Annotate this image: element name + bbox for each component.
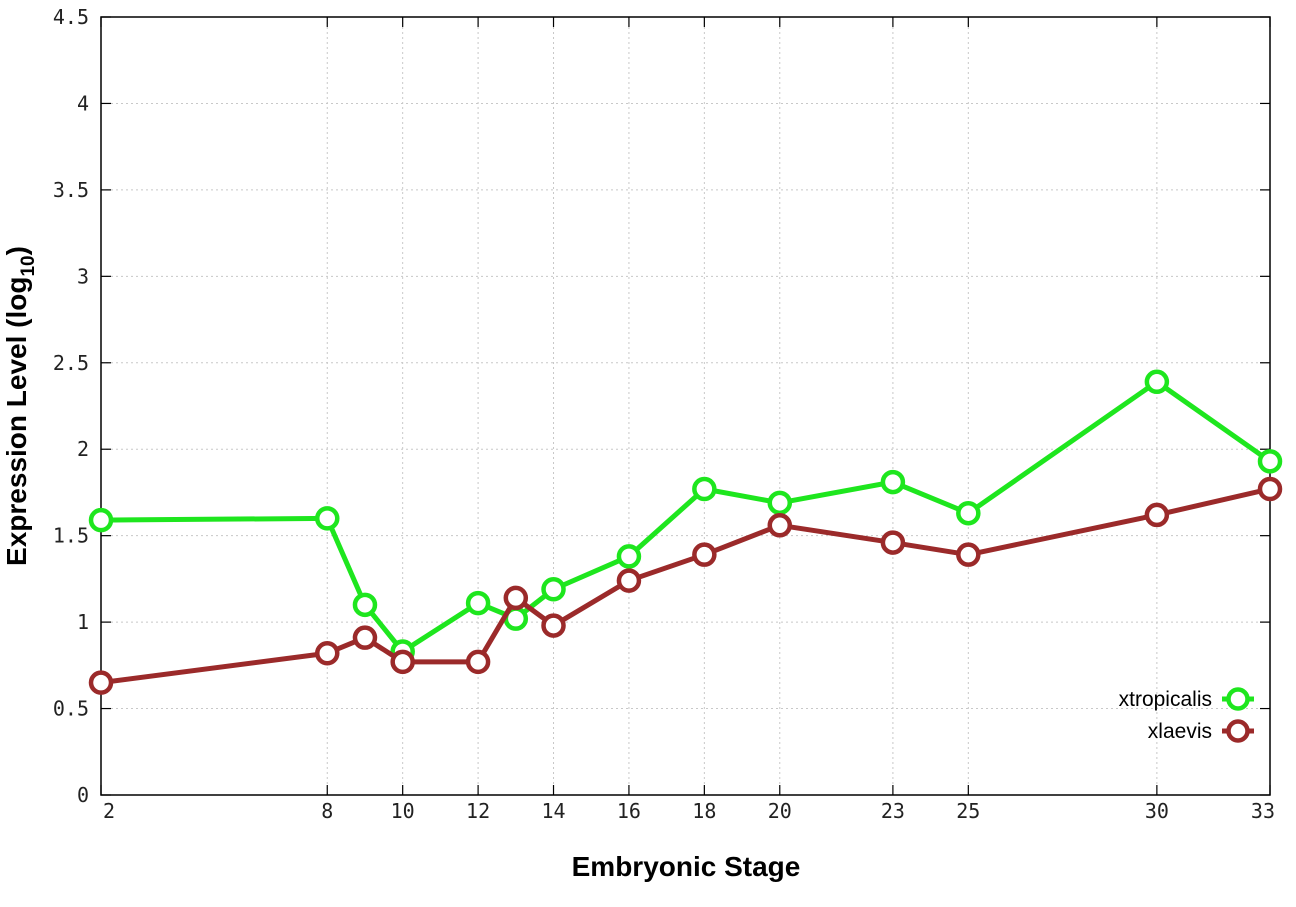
data-point-xtropicalis	[1144, 369, 1170, 395]
data-point-xlaevis	[956, 542, 981, 567]
x-tick-label: 30	[1145, 799, 1169, 823]
plot-frame	[100, 16, 1271, 796]
data-point-xlaevis	[88, 670, 114, 695]
legend-item-xlaevis: xlaevis	[1148, 719, 1254, 743]
data-point-xtropicalis	[1257, 449, 1283, 474]
data-point-xtropicalis	[352, 592, 378, 618]
x-tick-label: 10	[391, 799, 415, 823]
data-point-xlaevis	[692, 542, 717, 567]
x-tick-label: 14	[541, 799, 565, 823]
x-tick-label: 18	[692, 799, 716, 823]
y-tick-label: 0	[77, 783, 89, 807]
x-tick-label: 25	[956, 799, 980, 823]
y-axis-title-close: )	[1, 246, 32, 255]
y-tick-label: 2	[77, 437, 89, 461]
data-point-xtropicalis	[767, 490, 793, 516]
data-point-xtropicalis	[956, 500, 981, 526]
y-axis-title-main: Expression Level (log	[1, 277, 32, 566]
series-xtropicalis	[88, 369, 1283, 664]
data-point-xtropicalis	[88, 507, 114, 533]
tick-labels: 0 0.5 1 1.5 2 2.5 3 3.5 4 4.5 2 8 10 12 14 16 18 20 23 25 30…	[53, 5, 1275, 823]
x-tick-label: 33	[1251, 799, 1275, 823]
data-point-xlaevis	[503, 585, 529, 611]
series-line-xtropicalis	[100, 379, 1272, 655]
y-axis-title-subscript: 10	[18, 255, 39, 276]
axis-ticks	[100, 16, 1271, 796]
data-point-xtropicalis	[880, 469, 906, 495]
data-point-xlaevis	[541, 613, 566, 638]
x-axis-title: Embryonic Stage	[572, 851, 801, 882]
x-tick-label: 2	[103, 799, 115, 823]
data-point-xtropicalis	[692, 476, 717, 502]
data-point-xlaevis	[1144, 502, 1170, 528]
data-point-xlaevis	[390, 649, 415, 675]
data-point-xlaevis	[880, 530, 906, 555]
legend-swatch-marker	[1226, 687, 1250, 711]
y-tick-label: 1.5	[53, 524, 89, 548]
data-point-xlaevis	[315, 640, 340, 666]
legend-label-xtropicalis: xtropicalis	[1119, 688, 1212, 711]
x-tick-label: 16	[617, 799, 641, 823]
y-tick-label: 1	[77, 610, 89, 634]
data-point-xlaevis	[1257, 476, 1283, 502]
y-tick-label: 4.5	[53, 5, 89, 29]
y-tick-label: 3.5	[53, 178, 89, 202]
legend: xtropicalis xlaevis	[1119, 687, 1254, 743]
data-point-xlaevis	[352, 625, 378, 650]
x-tick-label: 8	[321, 799, 333, 823]
data-point-xlaevis	[767, 513, 793, 538]
data-point-xtropicalis	[616, 544, 642, 569]
x-tick-label: 20	[768, 799, 792, 823]
data-point-xtropicalis	[541, 577, 566, 602]
series-xlaevis	[88, 476, 1283, 695]
legend-item-xtropicalis: xtropicalis	[1119, 687, 1254, 711]
data-point-xtropicalis	[315, 506, 340, 531]
y-tick-label: 4	[77, 91, 89, 115]
data-point-xlaevis	[465, 649, 491, 675]
series-layer	[88, 369, 1283, 695]
legend-swatch-marker	[1226, 719, 1250, 743]
grid-lines	[101, 17, 1270, 795]
y-tick-label: 3	[77, 264, 89, 288]
data-point-xtropicalis	[465, 590, 491, 616]
legend-label-xlaevis: xlaevis	[1148, 720, 1212, 743]
y-axis-title: Expression Level (log10)	[1, 246, 39, 566]
y-tick-label: 0.5	[53, 697, 89, 721]
y-tick-label: 2.5	[53, 351, 89, 375]
x-tick-label: 12	[466, 799, 490, 823]
data-point-xlaevis	[616, 568, 642, 593]
x-tick-label: 23	[881, 799, 905, 823]
